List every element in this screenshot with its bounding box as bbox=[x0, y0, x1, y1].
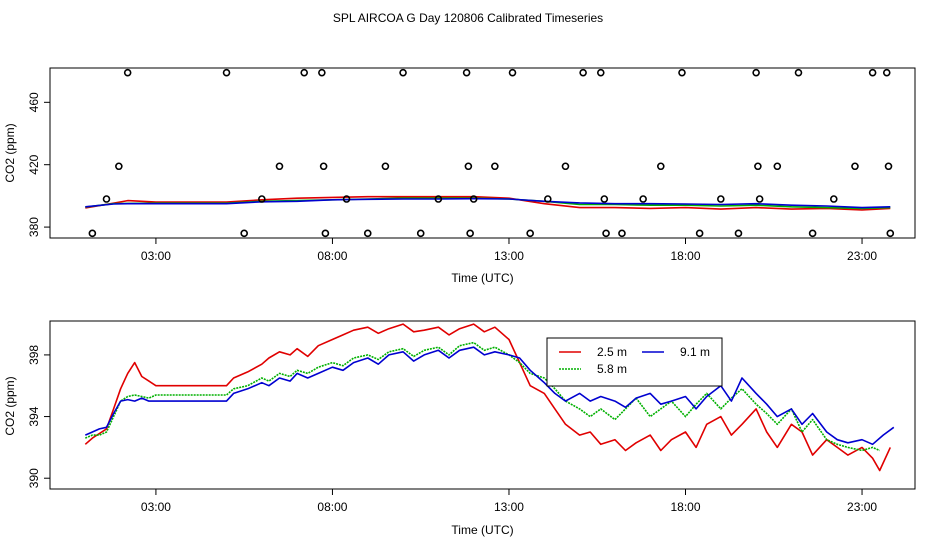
calibration-point bbox=[88, 229, 97, 238]
calibration-point bbox=[300, 68, 309, 77]
calibration-point bbox=[434, 195, 443, 203]
y-tick-label: 394 bbox=[27, 406, 41, 426]
calibration-point bbox=[579, 68, 587, 77]
y-tick-label: 420 bbox=[27, 154, 41, 174]
calibration-point bbox=[882, 68, 891, 77]
calibration-point bbox=[884, 162, 893, 171]
calibration-point bbox=[363, 229, 372, 238]
calibration-point bbox=[734, 229, 743, 238]
calibration-point bbox=[491, 162, 499, 171]
calibration-point bbox=[318, 68, 326, 77]
calibration-point bbox=[639, 195, 647, 203]
calibration-point bbox=[381, 162, 390, 171]
calibration-point bbox=[656, 162, 665, 171]
calibration-point bbox=[319, 162, 328, 171]
plot-frame bbox=[49, 320, 916, 490]
plot-frame bbox=[49, 67, 916, 239]
series-line-9-1-m bbox=[84, 346, 895, 446]
legend-label: 5.8 m bbox=[597, 362, 627, 376]
x-tick-label: 13:00 bbox=[494, 249, 524, 263]
calibration-point bbox=[115, 162, 123, 171]
series-line-5-8-m bbox=[84, 341, 881, 452]
x-tick-label: 23:00 bbox=[847, 249, 877, 263]
calibration-point bbox=[508, 68, 517, 77]
calibration-point bbox=[773, 162, 782, 171]
x-tick-label: 08:00 bbox=[317, 500, 347, 514]
calibration-point bbox=[466, 229, 474, 238]
x-tick-label: 03:00 bbox=[141, 249, 171, 263]
legend-box bbox=[546, 337, 723, 387]
calibration-point bbox=[886, 229, 895, 238]
top-panel: 03:00 08:00 13:00 18:00 23:00 380 420 460 Time (… bbox=[3, 67, 916, 285]
x-tick-label: 23:00 bbox=[847, 500, 877, 514]
calibration-point bbox=[752, 68, 760, 77]
calibration-point bbox=[678, 68, 686, 77]
y-tick-label: 380 bbox=[27, 217, 41, 237]
calibration-point bbox=[464, 162, 473, 171]
x-tick-label: 18:00 bbox=[670, 500, 700, 514]
x-tick-label: 03:00 bbox=[141, 500, 171, 514]
y-axis-label: CO2 (ppm) bbox=[3, 123, 17, 182]
calibration-point bbox=[469, 195, 478, 203]
calibration-point bbox=[794, 68, 803, 77]
calibration-point bbox=[695, 229, 704, 238]
calibration-point bbox=[755, 195, 764, 203]
calibration-point bbox=[416, 229, 425, 238]
calibration-point bbox=[602, 229, 610, 238]
x-tick-label: 18:00 bbox=[670, 249, 700, 263]
calibration-point bbox=[717, 195, 725, 203]
series-group bbox=[84, 323, 895, 472]
y-tick-label: 460 bbox=[27, 92, 41, 112]
x-axis-label: Time (UTC) bbox=[451, 271, 513, 285]
calibration-point bbox=[754, 162, 762, 171]
calibration-point bbox=[829, 195, 838, 203]
legend-label: 9.1 m bbox=[680, 345, 710, 359]
series-group bbox=[85, 195, 891, 211]
calibration-point bbox=[123, 68, 132, 77]
calibration-point bbox=[544, 195, 552, 203]
y-tick-label: 390 bbox=[27, 468, 41, 488]
calibration-point bbox=[600, 195, 609, 203]
calibration-point bbox=[561, 162, 570, 171]
calibration-point bbox=[851, 162, 859, 171]
bottom-panel: 03:00 08:00 13:00 18:00 23:00 390 394 398 Time (… bbox=[3, 320, 916, 537]
series-line-2-5-m bbox=[84, 323, 892, 472]
calibration-point bbox=[240, 229, 248, 238]
calibration-point bbox=[321, 229, 330, 238]
calibration-point bbox=[275, 162, 284, 171]
calibration-point bbox=[526, 229, 534, 238]
calibration-point bbox=[618, 229, 626, 238]
x-tick-label: 08:00 bbox=[317, 249, 347, 263]
legend-label: 2.5 m bbox=[597, 345, 627, 359]
calibration-point bbox=[868, 68, 877, 77]
calibration-point bbox=[596, 68, 605, 77]
calibration-point bbox=[808, 229, 817, 238]
calibration-point bbox=[342, 195, 351, 203]
x-axis-label: Time (UTC) bbox=[451, 523, 513, 537]
calibration-point bbox=[222, 68, 231, 77]
x-tick-label: 13:00 bbox=[494, 500, 524, 514]
figure-title: SPL AIRCOA G Day 120806 Calibrated Times… bbox=[333, 11, 603, 25]
y-axis-label: CO2 (ppm) bbox=[3, 376, 17, 435]
calibration-point bbox=[399, 68, 407, 77]
y-tick-label: 398 bbox=[27, 345, 41, 365]
calibration-point bbox=[258, 195, 266, 203]
legend: 2.5 m 9.1 m 5.8 m bbox=[546, 337, 723, 387]
series-line-9-1-m bbox=[85, 197, 891, 209]
calibration-point bbox=[462, 68, 471, 77]
calibration-point bbox=[102, 195, 111, 203]
